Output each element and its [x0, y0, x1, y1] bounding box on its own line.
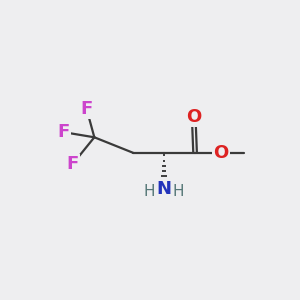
- Text: O: O: [213, 144, 229, 162]
- Text: F: F: [57, 123, 70, 141]
- Text: H: H: [143, 184, 155, 199]
- Text: F: F: [80, 100, 93, 118]
- Text: H: H: [172, 184, 184, 199]
- Text: O: O: [186, 108, 201, 126]
- Text: N: N: [157, 180, 172, 198]
- Text: F: F: [66, 155, 79, 173]
